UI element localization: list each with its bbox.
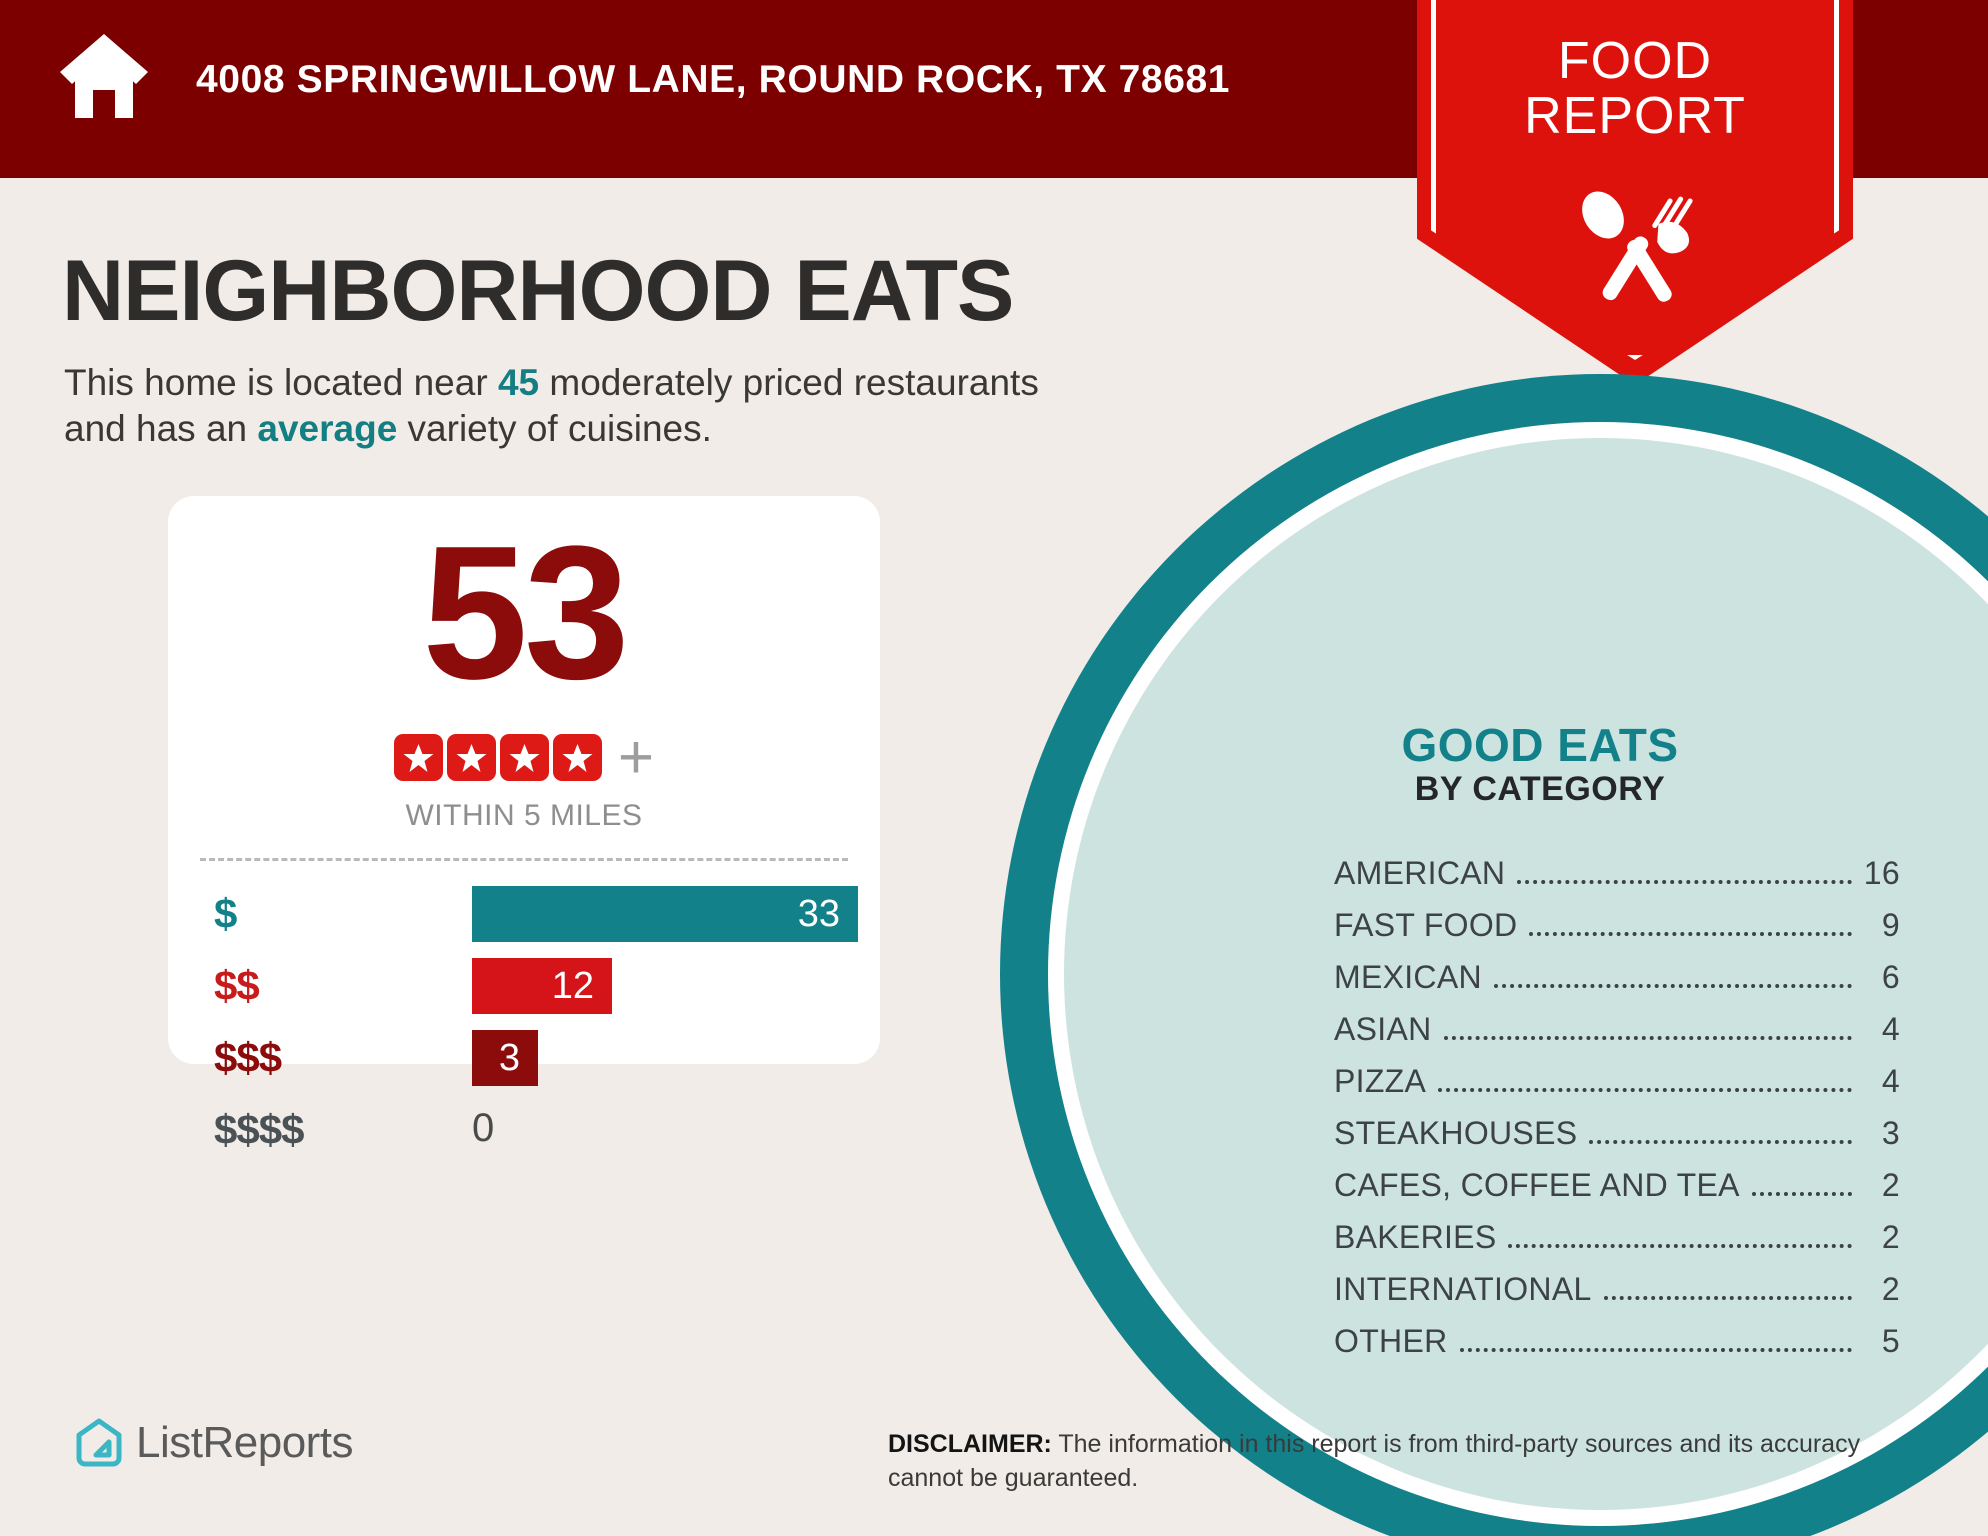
good-eats-item: AMERICAN 16 <box>1334 855 1900 907</box>
good-eats-category: CAFES, COFFEE AND TEA <box>1334 1167 1740 1203</box>
badge-title: FOOD REPORT <box>1417 32 1853 146</box>
good-eats-item: CAFES, COFFEE AND TEA 2 <box>1334 1167 1900 1219</box>
badge-line-1: FOOD <box>1557 32 1713 90</box>
good-eats-item: STEAKHOUSES 3 <box>1334 1115 1900 1167</box>
leader-dots <box>1459 1348 1852 1352</box>
good-eats-subtitle: BY CATEGORY <box>1414 770 1666 808</box>
subtitle-count: 45 <box>497 362 540 403</box>
price-label: $$ <box>214 962 260 1009</box>
disclaimer-label: DISCLAIMER: <box>888 1430 1052 1458</box>
spoon-fork-icon <box>1582 191 1693 302</box>
leader-dots <box>1508 1244 1852 1248</box>
good-eats-category: ASIAN <box>1334 1011 1432 1047</box>
good-eats-count: 5 <box>1881 1323 1900 1359</box>
restaurant-score: 53 <box>422 507 629 719</box>
price-label: $$$$ <box>214 1106 304 1153</box>
star-icon <box>552 734 602 781</box>
good-eats-count: 3 <box>1881 1115 1900 1151</box>
leader-dots <box>1517 880 1852 884</box>
price-bar-value: 0 <box>472 1106 495 1150</box>
good-eats-category: FAST FOOD <box>1334 907 1518 943</box>
subtitle-text-3: variety of cuisines. <box>397 407 712 449</box>
good-eats-item: PIZZA 4 <box>1334 1063 1900 1115</box>
price-row: $ 33 <box>168 884 880 952</box>
good-eats-count: 4 <box>1881 1011 1900 1047</box>
price-bar: 12 <box>472 958 612 1014</box>
good-eats-circle <box>1064 438 1988 1510</box>
good-eats-item: OTHER 5 <box>1334 1323 1900 1375</box>
price-bar-value: 33 <box>797 892 840 935</box>
good-eats-item: MEXICAN 6 <box>1334 959 1900 1011</box>
good-eats-item: ASIAN 4 <box>1334 1011 1900 1063</box>
good-eats-category: OTHER <box>1334 1323 1448 1359</box>
leader-dots <box>1751 1192 1852 1196</box>
radius-label: WITHIN 5 MILES <box>405 799 643 832</box>
disclaimer-text: The information in this report is from t… <box>888 1430 1861 1492</box>
good-eats-category: PIZZA <box>1334 1063 1427 1099</box>
leader-dots <box>1589 1140 1852 1144</box>
good-eats-category: INTERNATIONAL <box>1334 1271 1592 1307</box>
star-icon <box>499 734 549 781</box>
price-label: $ <box>214 890 237 937</box>
leader-dots <box>1443 1036 1852 1040</box>
price-bar-value: 12 <box>551 964 594 1007</box>
leader-dots <box>1438 1088 1852 1092</box>
good-eats-count: 9 <box>1881 907 1900 943</box>
good-eats-count: 2 <box>1881 1219 1900 1255</box>
badge-line-2: REPORT <box>1524 87 1746 146</box>
home-icon <box>60 34 148 118</box>
subtitle-variety: average <box>257 407 398 449</box>
leader-dots <box>1603 1296 1852 1300</box>
leader-dots <box>1529 932 1852 936</box>
star-icon <box>446 734 496 781</box>
price-label: $$$ <box>214 1034 282 1081</box>
listreports-house-icon <box>76 1418 122 1467</box>
price-row: $$$$ 0 <box>168 1100 880 1168</box>
card-divider <box>200 858 848 861</box>
good-eats-category: STEAKHOUSES <box>1334 1115 1578 1151</box>
subtitle-text-1: This home is located near <box>64 362 498 403</box>
good-eats-category: MEXICAN <box>1334 959 1482 995</box>
good-eats-count: 2 <box>1881 1167 1900 1203</box>
plus-icon: + <box>617 722 655 792</box>
price-bar: 33 <box>472 886 858 942</box>
good-eats-title: GOOD EATS <box>1401 719 1679 771</box>
listreports-wordmark: ListReports <box>136 1418 354 1467</box>
good-eats-count: 6 <box>1881 959 1900 995</box>
good-eats-item: INTERNATIONAL 2 <box>1334 1271 1900 1323</box>
property-address: 4008 SPRINGWILLOW LANE, ROUND ROCK, TX 7… <box>196 58 1231 101</box>
good-eats-count: 4 <box>1881 1063 1900 1099</box>
good-eats-category: BAKERIES <box>1334 1219 1497 1255</box>
good-eats-item: BAKERIES 2 <box>1334 1219 1900 1271</box>
good-eats-category: AMERICAN <box>1334 855 1506 891</box>
page-subtitle: This home is located near 45 moderately … <box>64 360 1104 452</box>
score-card: 53 + WITHIN 5 MILES $ 33 $$ 12 <box>168 496 880 1153</box>
price-bar: 3 <box>472 1030 538 1086</box>
good-eats-list: AMERICAN 16 FAST FOOD 9 MEXICAN 6 ASIAN 4 PIZZA 4… <box>1334 855 1900 1375</box>
good-eats-count: 2 <box>1881 1271 1900 1307</box>
food-report-badge: FOOD REPORT <box>1417 0 1853 385</box>
page-title: NEIGHBORHOOD EATS <box>62 243 1014 339</box>
price-row: $$$ 3 <box>168 1028 880 1096</box>
price-row: $$ 12 <box>168 956 880 1024</box>
disclaimer: DISCLAIMER: The information in this repo… <box>888 1428 1928 1496</box>
good-eats-item: FAST FOOD 9 <box>1334 907 1900 959</box>
good-eats-count: 16 <box>1863 855 1900 891</box>
price-bar-value: 3 <box>498 1036 520 1079</box>
star-rating: + <box>168 722 880 792</box>
star-icon <box>393 734 443 781</box>
leader-dots <box>1493 984 1852 988</box>
badge-outline <box>1431 0 1839 360</box>
subtitle-text-2: moderately priced restaurants and has an <box>64 362 1039 449</box>
price-bar-chart: $ 33 $$ 12 $$$ 3 $$$$ 0 <box>168 884 880 1172</box>
listreports-logo: ListReports <box>76 1418 354 1468</box>
